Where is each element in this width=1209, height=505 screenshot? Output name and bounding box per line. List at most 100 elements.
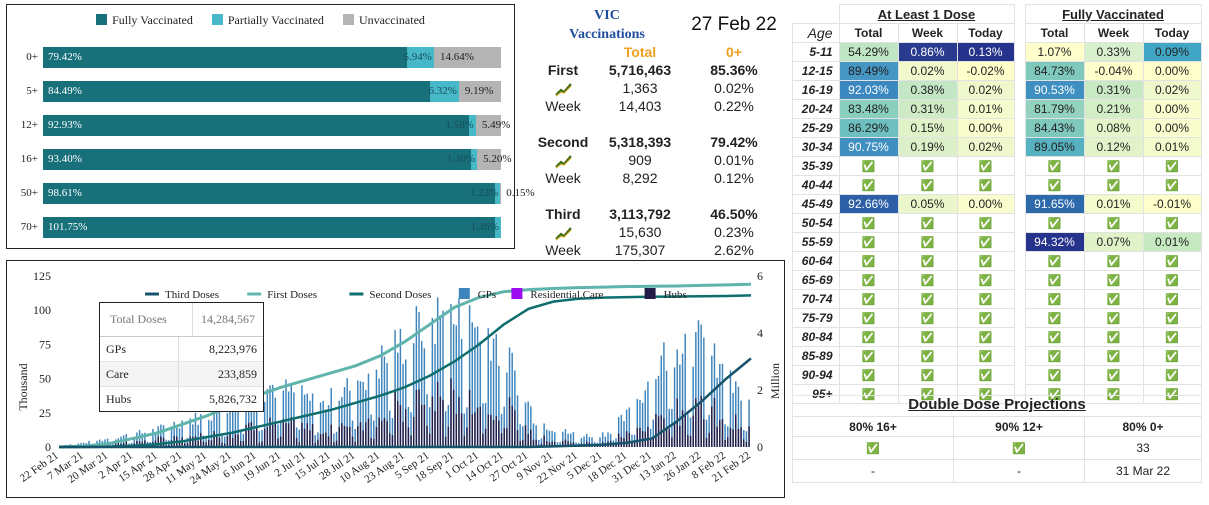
hubs-bar	[450, 378, 452, 447]
age-group-label: 30-34	[792, 137, 840, 157]
hubs-bar	[253, 430, 255, 447]
gps-bar	[647, 381, 649, 447]
hubs-bar	[476, 407, 479, 447]
hubs-bar	[492, 419, 495, 447]
dose1-value-cell: 0.02%	[956, 80, 1015, 100]
hubs-bar	[735, 414, 737, 447]
hubs-bar	[269, 417, 271, 447]
doses-table-row: GPs 8,223,976	[100, 337, 263, 362]
hubs-bar	[418, 389, 420, 447]
hubs-bar	[192, 436, 194, 447]
legend-label: Second Doses	[369, 289, 431, 301]
hubs-bar	[546, 441, 548, 447]
gps-bar	[455, 325, 458, 447]
spacer	[1014, 347, 1025, 366]
age-row: 65-69 ✅ ✅ ✅ ✅ ✅ ✅	[792, 270, 1202, 290]
gps-bar	[378, 378, 380, 447]
gps-bar	[226, 413, 229, 447]
full-value-cell: -0.01%	[1142, 194, 1202, 214]
hubs-bar	[530, 429, 532, 447]
age-group-label: 16-19	[792, 80, 840, 100]
hubs-bar	[740, 427, 742, 447]
gps-bar	[623, 421, 625, 447]
legend-label: Hubs	[664, 289, 687, 301]
gps-bar	[423, 348, 426, 447]
hubs-bar	[655, 413, 657, 447]
hubs-bar	[442, 399, 444, 447]
hubs-bar	[178, 440, 181, 447]
dose1-check-icon: ✅	[838, 270, 899, 290]
hubs-bar	[279, 436, 282, 447]
full-value-cell: 0.00%	[1142, 99, 1202, 119]
gps-bar	[444, 411, 447, 447]
dose1-value-cell: 92.66%	[838, 194, 899, 214]
spacer	[1014, 233, 1025, 252]
gps-bar	[426, 394, 428, 447]
gps-bar	[546, 429, 548, 447]
hubs-bar	[455, 413, 458, 447]
hubs-bar	[540, 443, 543, 447]
hubs-bar	[420, 404, 423, 447]
gps-bar	[234, 399, 237, 447]
full-check-icon: ✅	[1142, 270, 1202, 290]
hubs-bar	[208, 440, 210, 447]
gps-bar	[620, 414, 623, 447]
hubs-bar	[721, 419, 724, 447]
gps-bar	[684, 333, 686, 447]
total-doses-label: Total Doses	[110, 312, 167, 326]
hubs-bar	[194, 436, 197, 447]
proj-cell: ✅	[792, 436, 954, 460]
segment-label: 84.49%	[48, 85, 82, 97]
gps-bar	[365, 390, 367, 447]
gps-bar	[415, 306, 418, 447]
hubs-bar	[357, 426, 359, 447]
gps-bar	[721, 363, 724, 447]
hubs-bar	[468, 389, 471, 447]
gps-bar	[607, 432, 609, 447]
dose1-value-cell: 0.01%	[956, 99, 1015, 119]
hubs-bar	[274, 423, 277, 447]
gps-bar	[588, 437, 591, 447]
hubs-bar	[234, 434, 237, 447]
gps-bar	[202, 435, 205, 447]
hubs-bar	[516, 430, 519, 447]
hubs-bar	[338, 426, 340, 447]
gps-bar	[487, 328, 489, 447]
col-pct-header: 0+	[726, 44, 742, 60]
proj-cell: 33	[1084, 436, 1202, 460]
gps-bar	[394, 330, 396, 447]
y-tick-label: 75	[39, 337, 51, 351]
projections-header-row: 80% 16+ 90% 12+ 80% 0+	[792, 416, 1202, 437]
hubs-bar	[729, 427, 732, 447]
age-group-label: 75-79	[792, 308, 840, 328]
hubs-bar	[551, 441, 553, 447]
week-label: Week	[545, 98, 581, 114]
col-today: Today	[956, 23, 1015, 43]
age-group-label: 55-59	[792, 232, 840, 252]
hubs-bar	[319, 434, 322, 447]
projections-title: Double Dose Projections	[792, 395, 1202, 416]
hubs-bar	[684, 415, 686, 447]
gps-bar	[170, 427, 173, 447]
proj-cell: -	[792, 459, 954, 483]
spacer	[1014, 157, 1025, 176]
gps-bar	[410, 412, 412, 447]
dose-group-day-pct: 0.23%	[714, 224, 754, 240]
hubs-bar	[482, 433, 484, 447]
unvax-segment: 5.49%	[475, 115, 510, 136]
hubs-bar	[498, 420, 500, 447]
gps-bar	[141, 433, 143, 447]
gps-bar	[330, 388, 332, 447]
gps-bar	[524, 402, 527, 447]
hubs-bar	[474, 412, 476, 447]
gps-bar	[157, 426, 159, 447]
gps-bar	[152, 428, 154, 447]
unvax-segment: 9.19%	[458, 81, 501, 102]
full-check-icon: ✅	[1142, 384, 1202, 404]
hubs-bar	[737, 428, 740, 447]
gps-bar	[556, 442, 559, 447]
gps-bar	[319, 402, 322, 447]
dose1-value-cell: 0.86%	[897, 42, 958, 62]
hubs-bar	[210, 440, 213, 447]
full-check-icon: ✅	[1024, 175, 1085, 195]
